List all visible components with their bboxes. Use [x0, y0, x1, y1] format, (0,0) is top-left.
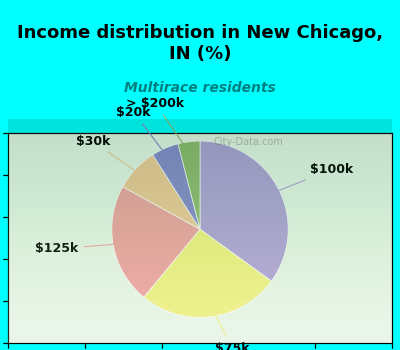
Text: > $200k: > $200k — [126, 97, 189, 153]
Wedge shape — [178, 141, 200, 229]
Text: $30k: $30k — [76, 135, 143, 176]
Text: $100k: $100k — [269, 163, 353, 194]
Text: City-Data.com: City-Data.com — [214, 138, 283, 147]
Text: Income distribution in New Chicago,
IN (%): Income distribution in New Chicago, IN (… — [17, 25, 383, 63]
Text: $125k: $125k — [36, 243, 124, 256]
Wedge shape — [153, 144, 200, 229]
Text: $20k: $20k — [116, 106, 168, 158]
Wedge shape — [200, 141, 288, 281]
Text: $75k: $75k — [211, 306, 250, 350]
Wedge shape — [123, 155, 200, 229]
Wedge shape — [144, 229, 271, 317]
Wedge shape — [112, 187, 200, 297]
Text: Multirace residents: Multirace residents — [124, 80, 276, 94]
